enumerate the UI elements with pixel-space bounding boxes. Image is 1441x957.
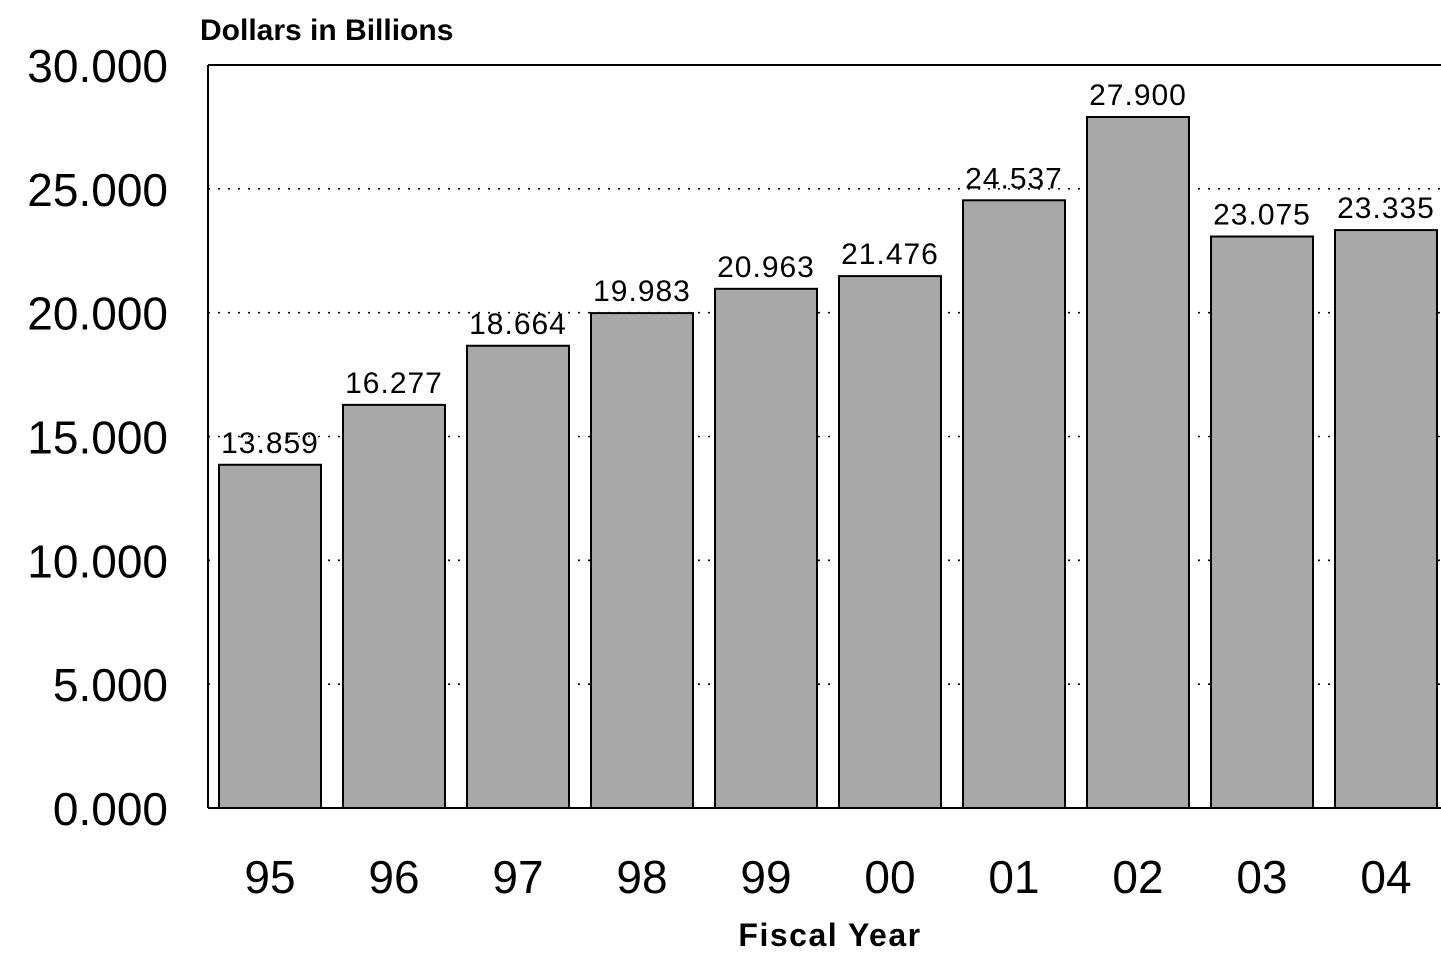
data-label-99: 20.963 xyxy=(717,251,815,284)
bar-01 xyxy=(962,199,1066,809)
y-tick-0.000: 0.000 xyxy=(53,783,168,835)
x-tick-95: 95 xyxy=(244,851,295,903)
plot-frame xyxy=(207,64,1441,809)
y-tick-10.000: 10.000 xyxy=(27,535,168,587)
x-tick-98: 98 xyxy=(616,851,667,903)
data-label-02: 27.900 xyxy=(1089,79,1187,112)
data-label-95: 13.859 xyxy=(221,427,319,460)
x-tick-00: 00 xyxy=(864,851,915,903)
x-tick-03: 03 xyxy=(1236,851,1287,903)
data-label-04: 23.335 xyxy=(1337,192,1435,225)
bar-03 xyxy=(1210,235,1314,810)
bar-04 xyxy=(1334,229,1438,810)
x-tick-97: 97 xyxy=(492,851,543,903)
y-tick-20.000: 20.000 xyxy=(27,288,168,340)
data-labels: 13.859 16.277 18.664 19.983 20.963 21.476 24.5… xyxy=(221,79,1435,460)
x-tick-01: 01 xyxy=(988,851,1039,903)
data-label-01: 24.537 xyxy=(965,162,1063,195)
x-axis-title: Fiscal Year xyxy=(738,917,921,952)
y-axis-ticks: 0.000 5.000 10.000 15.000 20.000 25.000 30.000 xyxy=(27,40,168,835)
bar-95 xyxy=(218,463,322,809)
unit-label: Dollars in Billions xyxy=(200,14,453,47)
bar-00 xyxy=(838,275,942,809)
bar-99 xyxy=(714,287,818,810)
bar-97 xyxy=(466,344,570,809)
y-tick-25.000: 25.000 xyxy=(27,164,168,216)
data-label-97: 18.664 xyxy=(469,308,567,341)
y-tick-15.000: 15.000 xyxy=(27,412,168,464)
x-tick-02: 02 xyxy=(1112,851,1163,903)
bars xyxy=(218,116,1438,810)
data-label-98: 19.983 xyxy=(593,275,691,308)
x-axis-ticks: 95 96 97 98 99 00 01 02 03 04 xyxy=(244,851,1411,903)
data-label-03: 23.075 xyxy=(1213,199,1311,232)
data-label-00: 21.476 xyxy=(841,238,939,271)
x-tick-96: 96 xyxy=(368,851,419,903)
data-label-96: 16.277 xyxy=(345,367,443,400)
bar-98 xyxy=(590,312,694,809)
bar-02 xyxy=(1086,116,1190,809)
bar-96 xyxy=(342,403,446,809)
y-tick-5.000: 5.000 xyxy=(53,659,168,711)
y-tick-30.000: 30.000 xyxy=(27,40,168,92)
x-tick-99: 99 xyxy=(740,851,791,903)
x-tick-04: 04 xyxy=(1360,851,1411,903)
